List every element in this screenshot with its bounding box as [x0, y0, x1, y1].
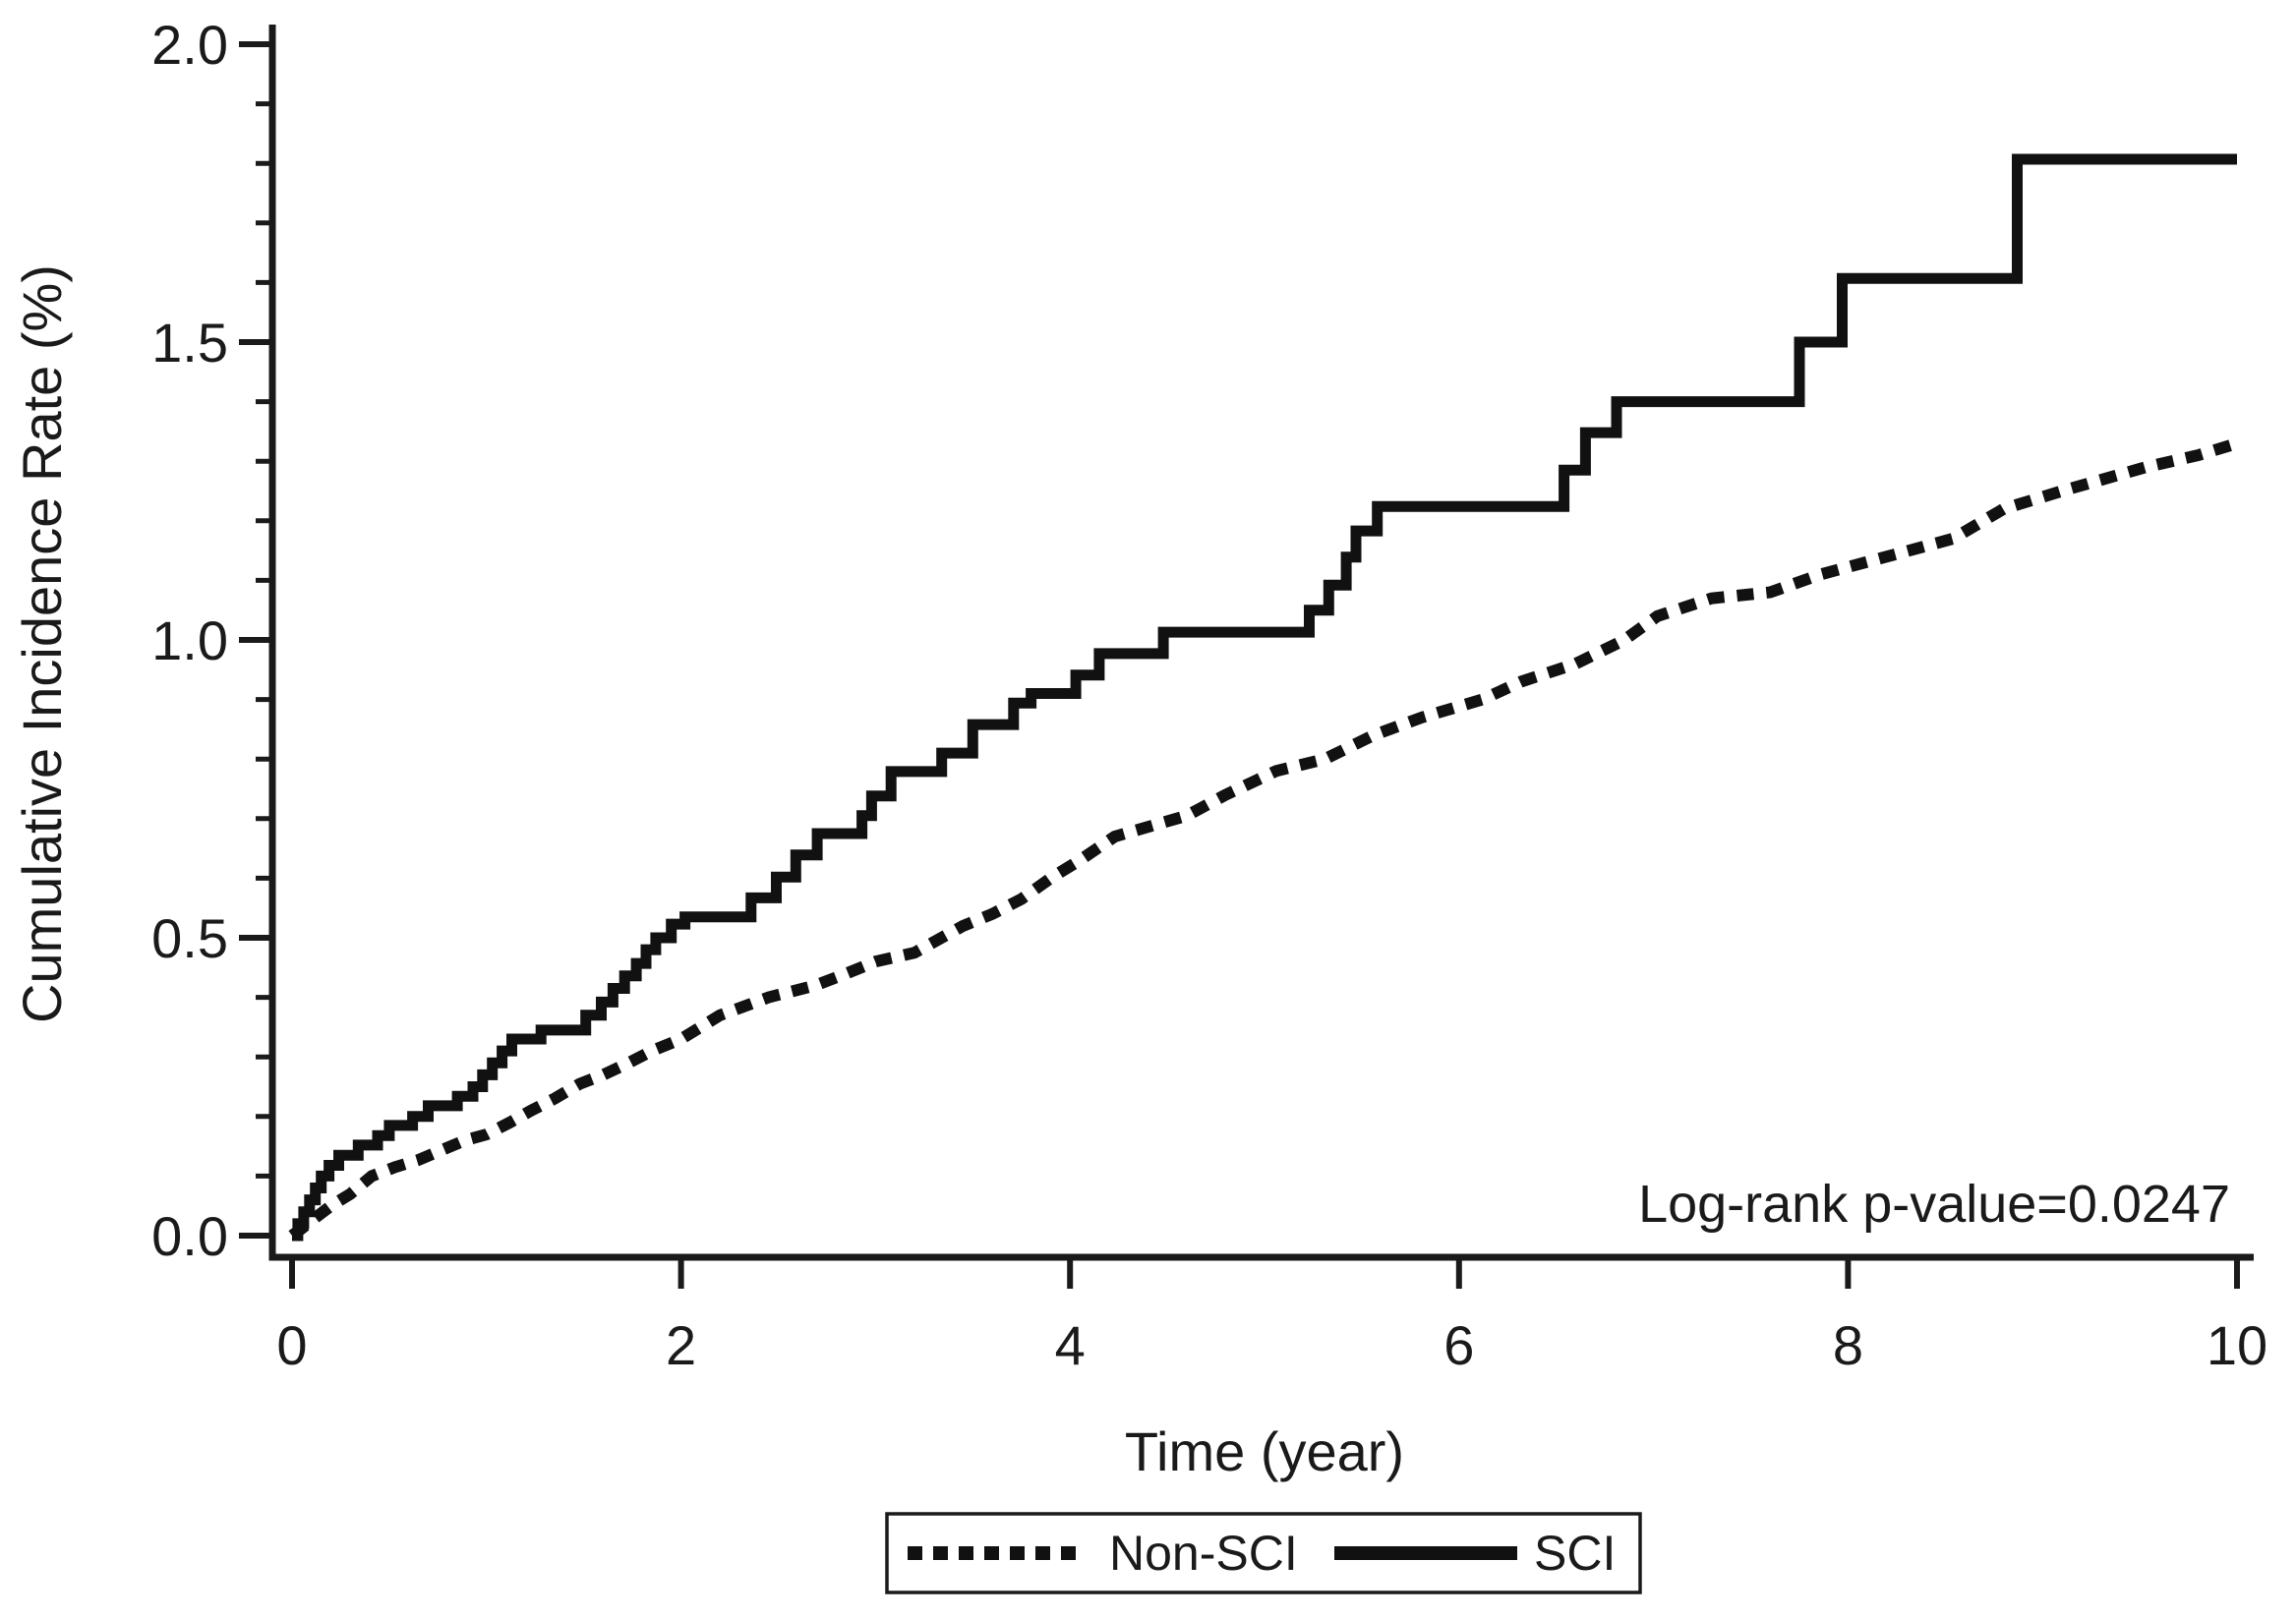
y-tick-label: 1.5	[151, 312, 228, 374]
y-axis-title: Cumulative Incidence Rate (%)	[11, 264, 73, 1023]
axis-frame	[268, 25, 2254, 1261]
sci-curve	[292, 153, 2237, 1242]
x-tick-label: 10	[2207, 1314, 2267, 1376]
y-tick-label: 0.5	[151, 907, 228, 969]
y-tick-label: 2.0	[151, 14, 228, 76]
x-tick-label: 4	[1055, 1314, 1086, 1376]
x-tick-label: 8	[1833, 1314, 1863, 1376]
x-tick-label: 2	[666, 1314, 696, 1376]
axes	[239, 25, 2254, 1289]
y-tick-label: 0.0	[151, 1205, 228, 1267]
curves	[288, 153, 2239, 1242]
legend-label-non-sci: Non-SCI	[1109, 1526, 1298, 1581]
log-rank-annotation: Log-rank p-value=0.0247	[1638, 1175, 2230, 1234]
x-axis-title: Time (year)	[1125, 1420, 1404, 1482]
non-sci-curve	[288, 437, 2239, 1241]
x-tick-label: 6	[1443, 1314, 1474, 1376]
y-tick-label: 1.0	[151, 609, 228, 671]
tick-labels: 0.0 0.5 1.0 1.5 2.0 0 2 4 6 8 10	[151, 14, 2267, 1376]
legend-label-sci: SCI	[1534, 1526, 1616, 1581]
x-tick-label: 0	[276, 1314, 307, 1376]
legend: Non-SCI SCI	[885, 1512, 1642, 1594]
